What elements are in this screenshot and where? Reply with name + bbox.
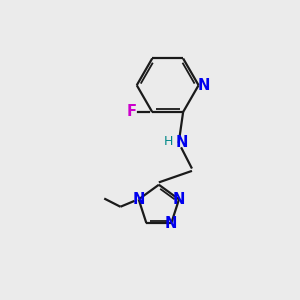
Text: N: N: [133, 192, 145, 207]
Text: N: N: [176, 135, 188, 150]
Text: F: F: [127, 104, 136, 119]
Text: H: H: [164, 135, 173, 148]
Text: N: N: [198, 78, 210, 93]
Text: N: N: [165, 216, 178, 231]
Text: N: N: [173, 192, 185, 207]
